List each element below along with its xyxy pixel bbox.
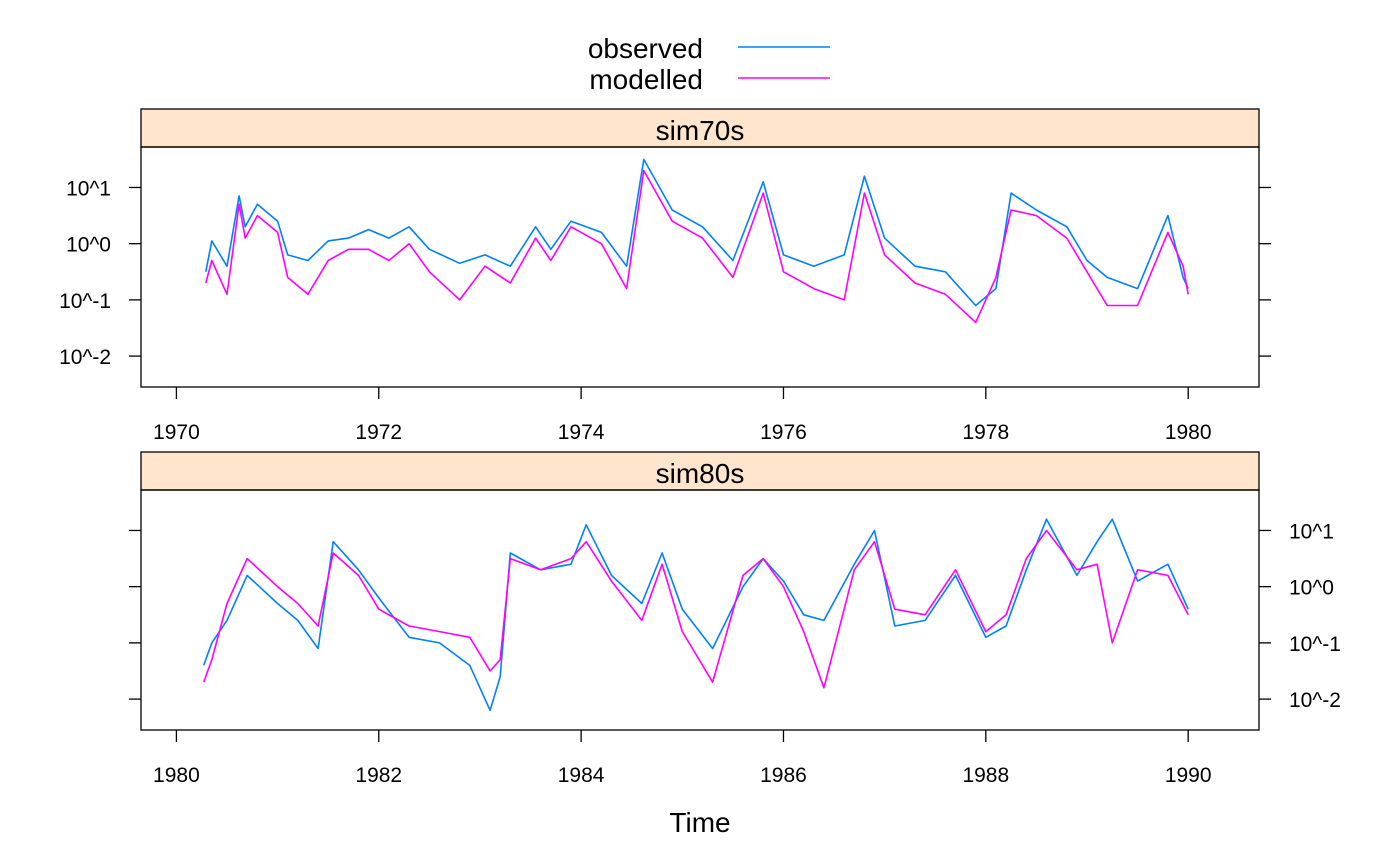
x-tick-label: 1980	[153, 764, 200, 787]
legend-label-observed: observed	[588, 33, 703, 64]
panel-strip	[140, 451, 1260, 491]
x-tick-label: 1990	[1165, 764, 1212, 787]
axis-ticks: 1970 1972 1974 1976 1978 1980 10^1 10^0 10^-1 10^…	[59, 177, 1271, 444]
x-tick-label: 1976	[760, 421, 807, 444]
panel-title: sim80s	[656, 458, 745, 489]
series-line-observed	[202, 518, 1189, 712]
series-line-modelled	[202, 529, 1189, 689]
panel-sim70s: sim70s 1970 1972 1974 1976 1978 198010^110^01…	[59, 108, 1271, 444]
y-tick-label: 10^-2	[59, 346, 111, 369]
series-group	[205, 158, 1189, 324]
y-tick-label: 10^-2	[1289, 689, 1341, 712]
x-tick-label: 1978	[962, 421, 1009, 444]
x-axis-label: Time	[669, 807, 730, 838]
x-tick-label: 1974	[558, 421, 605, 444]
x-tick-label: 1980	[1165, 421, 1212, 444]
panel-sim80s: sim80s 1980 1982 1984 1986 1988 199010^110^01…	[129, 451, 1341, 787]
y-tick-label: 10^-1	[1289, 633, 1341, 656]
panel-strip	[140, 108, 1260, 148]
panel-title: sim70s	[656, 115, 745, 146]
x-tick-label: 1984	[558, 764, 605, 787]
series-line-modelled	[205, 169, 1189, 324]
legend: observed modelled	[588, 33, 830, 95]
x-tick-label: 1988	[962, 764, 1009, 787]
x-tick-label: 1972	[355, 421, 402, 444]
series-group	[202, 518, 1189, 712]
y-tick-label: 10^0	[1289, 577, 1334, 600]
y-tick-label: 10^1	[66, 177, 111, 200]
x-tick-label: 1970	[153, 421, 200, 444]
x-tick-label: 1982	[355, 764, 402, 787]
plot-area	[140, 489, 1260, 731]
x-tick-label: 1986	[760, 764, 807, 787]
y-tick-label: 10^-1	[59, 290, 111, 313]
y-tick-label: 10^1	[1289, 520, 1334, 543]
series-line-observed	[205, 158, 1189, 307]
axis-ticks: 1980 1982 1984 1986 1988 1990 10^1 10^0 10^-1 10^…	[129, 520, 1341, 787]
plot-area	[140, 146, 1260, 388]
y-tick-label: 10^0	[66, 234, 111, 257]
legend-label-modelled: modelled	[589, 64, 703, 95]
